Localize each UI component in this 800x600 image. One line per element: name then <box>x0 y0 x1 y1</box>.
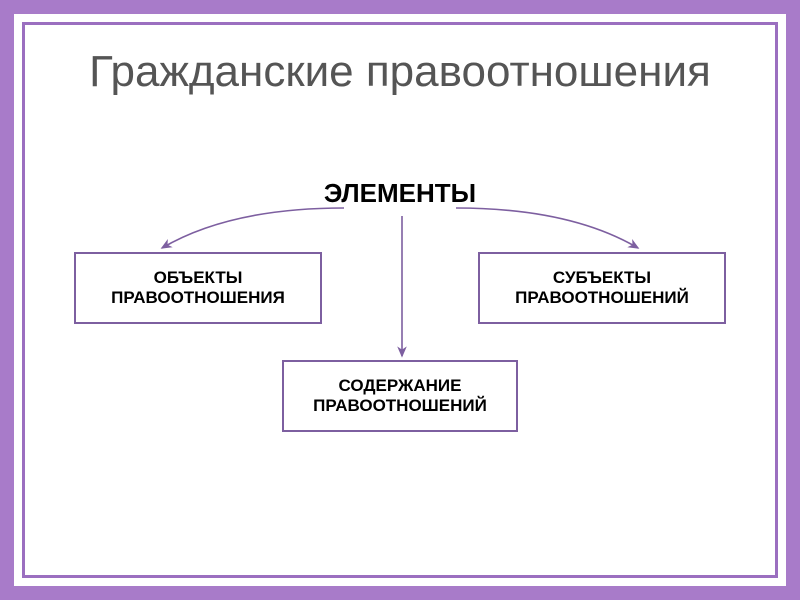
arrow-left <box>162 208 344 248</box>
main-title: Гражданские правоотношения <box>30 48 770 96</box>
content-area: Гражданские правоотношения ЭЛЕМЕНТЫ ОБЪЕ… <box>30 30 770 570</box>
box-content: СОДЕРЖАНИЕ ПРАВООТНОШЕНИЙ <box>282 360 518 432</box>
box-objects: ОБЪЕКТЫ ПРАВООТНОШЕНИЯ <box>74 252 322 324</box>
slide-frame: Гражданские правоотношения ЭЛЕМЕНТЫ ОБЪЕ… <box>0 0 800 600</box>
subtitle-elements: ЭЛЕМЕНТЫ <box>30 178 770 209</box>
box-subjects: СУБЪЕКТЫ ПРАВООТНОШЕНИЙ <box>478 252 726 324</box>
arrow-right <box>456 208 638 248</box>
